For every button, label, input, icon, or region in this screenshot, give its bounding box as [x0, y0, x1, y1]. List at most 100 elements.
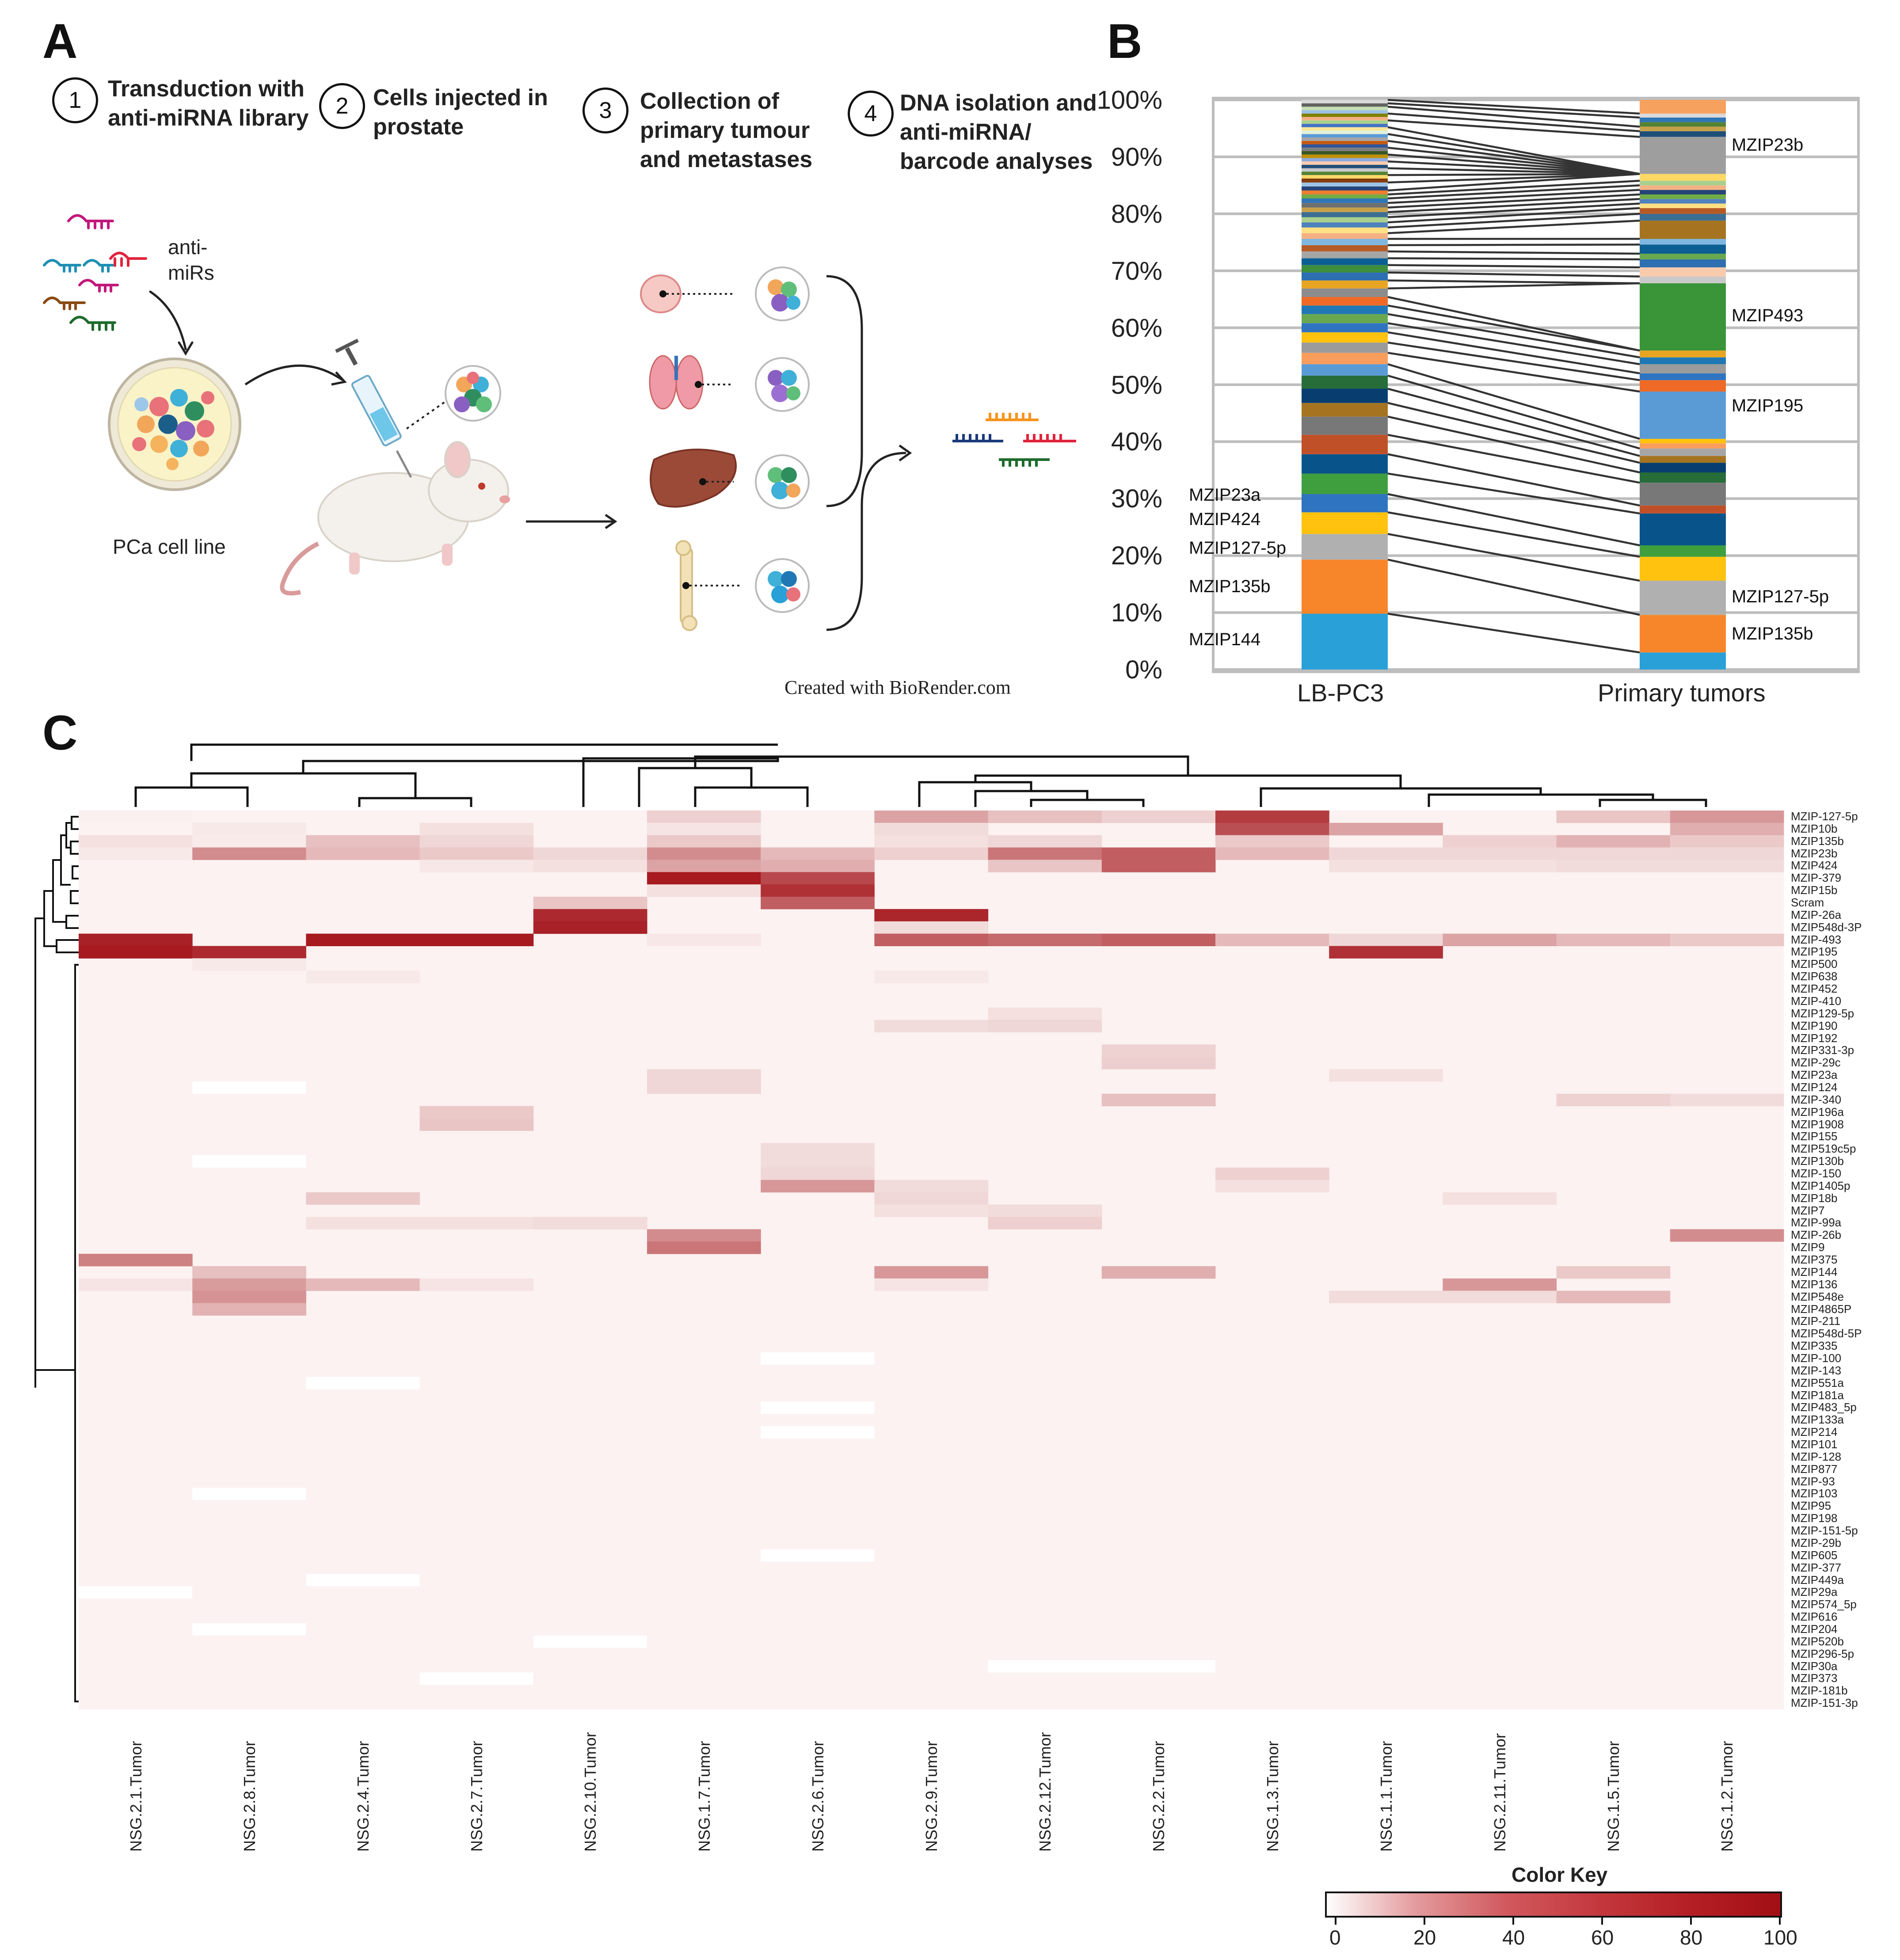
row-label: MZIP-410: [1791, 994, 1842, 1008]
heatmap-cell: [761, 1401, 875, 1414]
column-label: NSG.2.1.Tumor: [126, 1741, 145, 1852]
row-label: MZIP424: [1791, 859, 1838, 872]
bar-segment: [1302, 194, 1388, 198]
bar-segment: [1302, 305, 1388, 314]
row-label: MZIP181a: [1791, 1388, 1844, 1402]
bar-segment: [1640, 513, 1726, 545]
heatmap-cell: [761, 860, 875, 872]
heatmap-cell: [647, 1229, 761, 1242]
lungs-icon: [649, 355, 704, 410]
stacked-bar-chart: [1212, 97, 1860, 673]
heatmap-cell: [1670, 1229, 1784, 1242]
row-label: MZIP-26a: [1791, 908, 1842, 921]
bar-segment: [1302, 164, 1388, 168]
column-label: NSG.2.10.Tumor: [581, 1732, 600, 1852]
bone-icon: [675, 540, 697, 631]
bar-segment: [1302, 110, 1388, 114]
flow-link: [1387, 198, 1640, 213]
heatmap-cells: [79, 811, 1784, 1685]
row-label: MZIP548d-3P: [1791, 920, 1862, 934]
bar-segment: [1302, 251, 1388, 259]
anti-mirs-line-1: anti-: [168, 236, 208, 259]
bar-segment: [1640, 463, 1726, 473]
heatmap-cell: [874, 1192, 989, 1205]
heatmap-cell: [1215, 1168, 1329, 1180]
row-label: MZIP520b: [1791, 1634, 1844, 1648]
bar-segment: [1302, 239, 1388, 245]
anti-mirs-line-2: miRs: [168, 261, 214, 284]
flow-link: [1387, 112, 1640, 133]
heatmap-cell: [419, 860, 534, 872]
heatmap-cell: [647, 872, 761, 885]
heatmap-cell: [419, 1278, 534, 1291]
heatmap-background: [79, 811, 1784, 1709]
row-label: MZIP23b: [1791, 846, 1838, 860]
bar-segment: [1302, 212, 1388, 217]
flow-link: [1387, 264, 1640, 269]
heatmap-cell: [761, 1168, 875, 1180]
heatmap-cell: [1443, 835, 1557, 848]
bar-segment: [1302, 151, 1388, 155]
flow-link: [1387, 559, 1640, 616]
row-label: MZIP-143: [1791, 1363, 1842, 1377]
row-label: MZIP129-5p: [1791, 1006, 1854, 1020]
bar-segment: [1302, 297, 1388, 306]
flow-link: [1387, 402, 1640, 464]
heatmap-cell: [79, 811, 193, 823]
flow-link: [1387, 250, 1640, 255]
step-2-text: Cells injected in prostate: [373, 83, 548, 141]
bar-segment: [1640, 283, 1726, 351]
heatmap-cell: [419, 933, 534, 946]
heatmap-cell: [192, 847, 306, 860]
flow-link: [1387, 511, 1640, 558]
flow-link: [1387, 179, 1640, 196]
bar-segment: [1302, 323, 1388, 332]
biorender-credit: Created with BioRender.com: [784, 677, 1011, 698]
heatmap-cell: [192, 1155, 306, 1168]
heatmap-cell: [874, 921, 989, 934]
bar-segment: [1640, 194, 1726, 199]
heatmap-cell: [647, 1241, 761, 1254]
bar-segment: [1640, 456, 1726, 463]
column-label: NSG.2.2.Tumor: [1150, 1741, 1168, 1852]
bar-segment: [1302, 245, 1388, 251]
heatmap-cell: [761, 1549, 875, 1562]
bar-segment: [1640, 239, 1726, 245]
row-label: MZIP519c5p: [1791, 1142, 1856, 1156]
heatmap-cell: [1215, 1180, 1329, 1193]
cell-line-label: PCa cell line: [113, 535, 226, 558]
bar-segment: [1302, 141, 1388, 145]
heatmap-cell: [192, 822, 306, 836]
heatmap-cell: [192, 1303, 306, 1316]
flow-link: [1387, 363, 1640, 440]
heatmap-cell: [306, 933, 420, 946]
flow-link: [1387, 257, 1640, 261]
row-label: MZIP124: [1791, 1080, 1838, 1094]
bar-segment: [1640, 267, 1726, 277]
bar-segment: [1640, 350, 1726, 358]
heatmap-cell: [647, 811, 761, 823]
bar-segment: [1302, 375, 1388, 389]
bar-segment: [1302, 144, 1388, 148]
segment-label-right: MZIP127-5p: [1732, 587, 1829, 606]
heatmap-cell: [874, 909, 989, 922]
heatmap-cell: [533, 847, 647, 860]
heatmap-cell: [647, 847, 761, 860]
bar-segment: [1640, 254, 1726, 259]
y-tick-label: 40%: [1111, 427, 1162, 457]
heatmap-cell: [419, 835, 534, 848]
step-1-text: Transduction with anti-miRNA library: [108, 74, 309, 133]
heatmap-cell: [1556, 1266, 1671, 1279]
flow-link: [1387, 533, 1640, 582]
column-label: NSG.2.12.Tumor: [1036, 1732, 1055, 1852]
row-label: MZIP103: [1791, 1487, 1838, 1500]
bar-segment: [1302, 130, 1388, 134]
step-3-line-1: Collection of: [640, 88, 779, 114]
heatmap-cell: [192, 1488, 306, 1500]
heatmap-cell: [192, 946, 306, 959]
heatmap-cell: [988, 811, 1102, 823]
heatmap-cell: [419, 1118, 534, 1131]
bar-segment: [1302, 148, 1388, 152]
row-label: MZIP1405p: [1791, 1179, 1851, 1192]
heatmap-cell: [1101, 847, 1216, 860]
